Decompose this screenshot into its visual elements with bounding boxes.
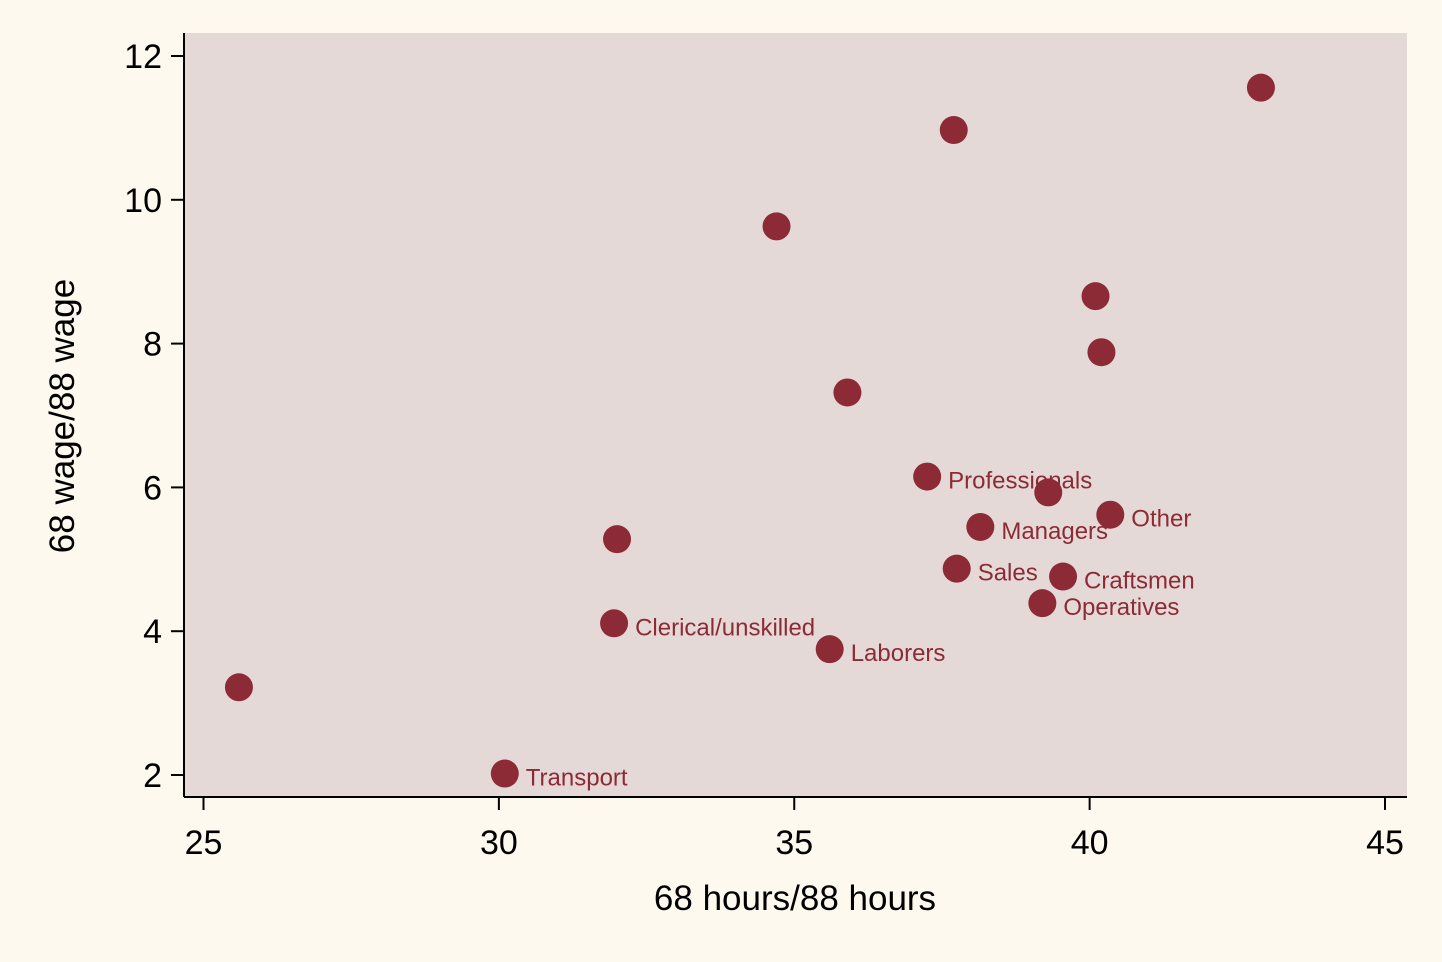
data-point bbox=[224, 673, 253, 702]
x-tick-label: 45 bbox=[1366, 824, 1404, 862]
axes: 25 30 35 40 45 2 4 6 8 10 12 bbox=[124, 33, 1407, 862]
point-label: Professionals bbox=[948, 468, 1092, 495]
data-point bbox=[1087, 338, 1116, 367]
data-point bbox=[1246, 73, 1275, 102]
y-tick-label: 2 bbox=[143, 757, 162, 795]
x-tick-label: 35 bbox=[775, 824, 813, 862]
data-point bbox=[939, 116, 968, 145]
data-point bbox=[966, 512, 995, 541]
data-point bbox=[1034, 478, 1063, 507]
point-label: Transport bbox=[526, 765, 628, 792]
x-tick-label: 30 bbox=[480, 824, 518, 862]
data-point bbox=[762, 212, 791, 241]
point-label: Operatives bbox=[1063, 594, 1179, 621]
y-tick-label: 6 bbox=[143, 469, 162, 507]
data-point bbox=[490, 759, 519, 788]
point-label: Clerical/unskilled bbox=[635, 614, 815, 641]
data-points: Transport Clerical/unskilled Laborers Profe… bbox=[224, 73, 1275, 792]
data-point bbox=[1096, 500, 1125, 529]
x-axis-title: 68 hours/88 hours bbox=[654, 879, 936, 918]
x-tick-label: 25 bbox=[185, 824, 223, 862]
y-tick-label: 10 bbox=[124, 182, 162, 220]
data-point bbox=[833, 378, 862, 407]
y-tick-label: 4 bbox=[143, 613, 162, 651]
y-axis-title: 68 wage/88 wage bbox=[43, 279, 82, 553]
data-point bbox=[913, 462, 942, 491]
point-label: Sales bbox=[978, 560, 1038, 587]
y-tick-label: 8 bbox=[143, 326, 162, 364]
data-point bbox=[815, 635, 844, 664]
data-point bbox=[1049, 562, 1078, 591]
data-point bbox=[942, 554, 971, 583]
y-tick-label: 12 bbox=[124, 38, 162, 76]
data-point bbox=[603, 525, 632, 554]
data-point bbox=[1028, 589, 1057, 618]
data-point bbox=[600, 609, 629, 638]
data-point bbox=[1081, 282, 1110, 311]
point-label: Other bbox=[1131, 506, 1191, 533]
x-tick-label: 40 bbox=[1071, 824, 1109, 862]
plot-area bbox=[184, 33, 1407, 797]
point-label: Laborers bbox=[851, 640, 946, 667]
point-label: Managers bbox=[1001, 518, 1108, 545]
point-label: Craftsmen bbox=[1084, 568, 1195, 595]
